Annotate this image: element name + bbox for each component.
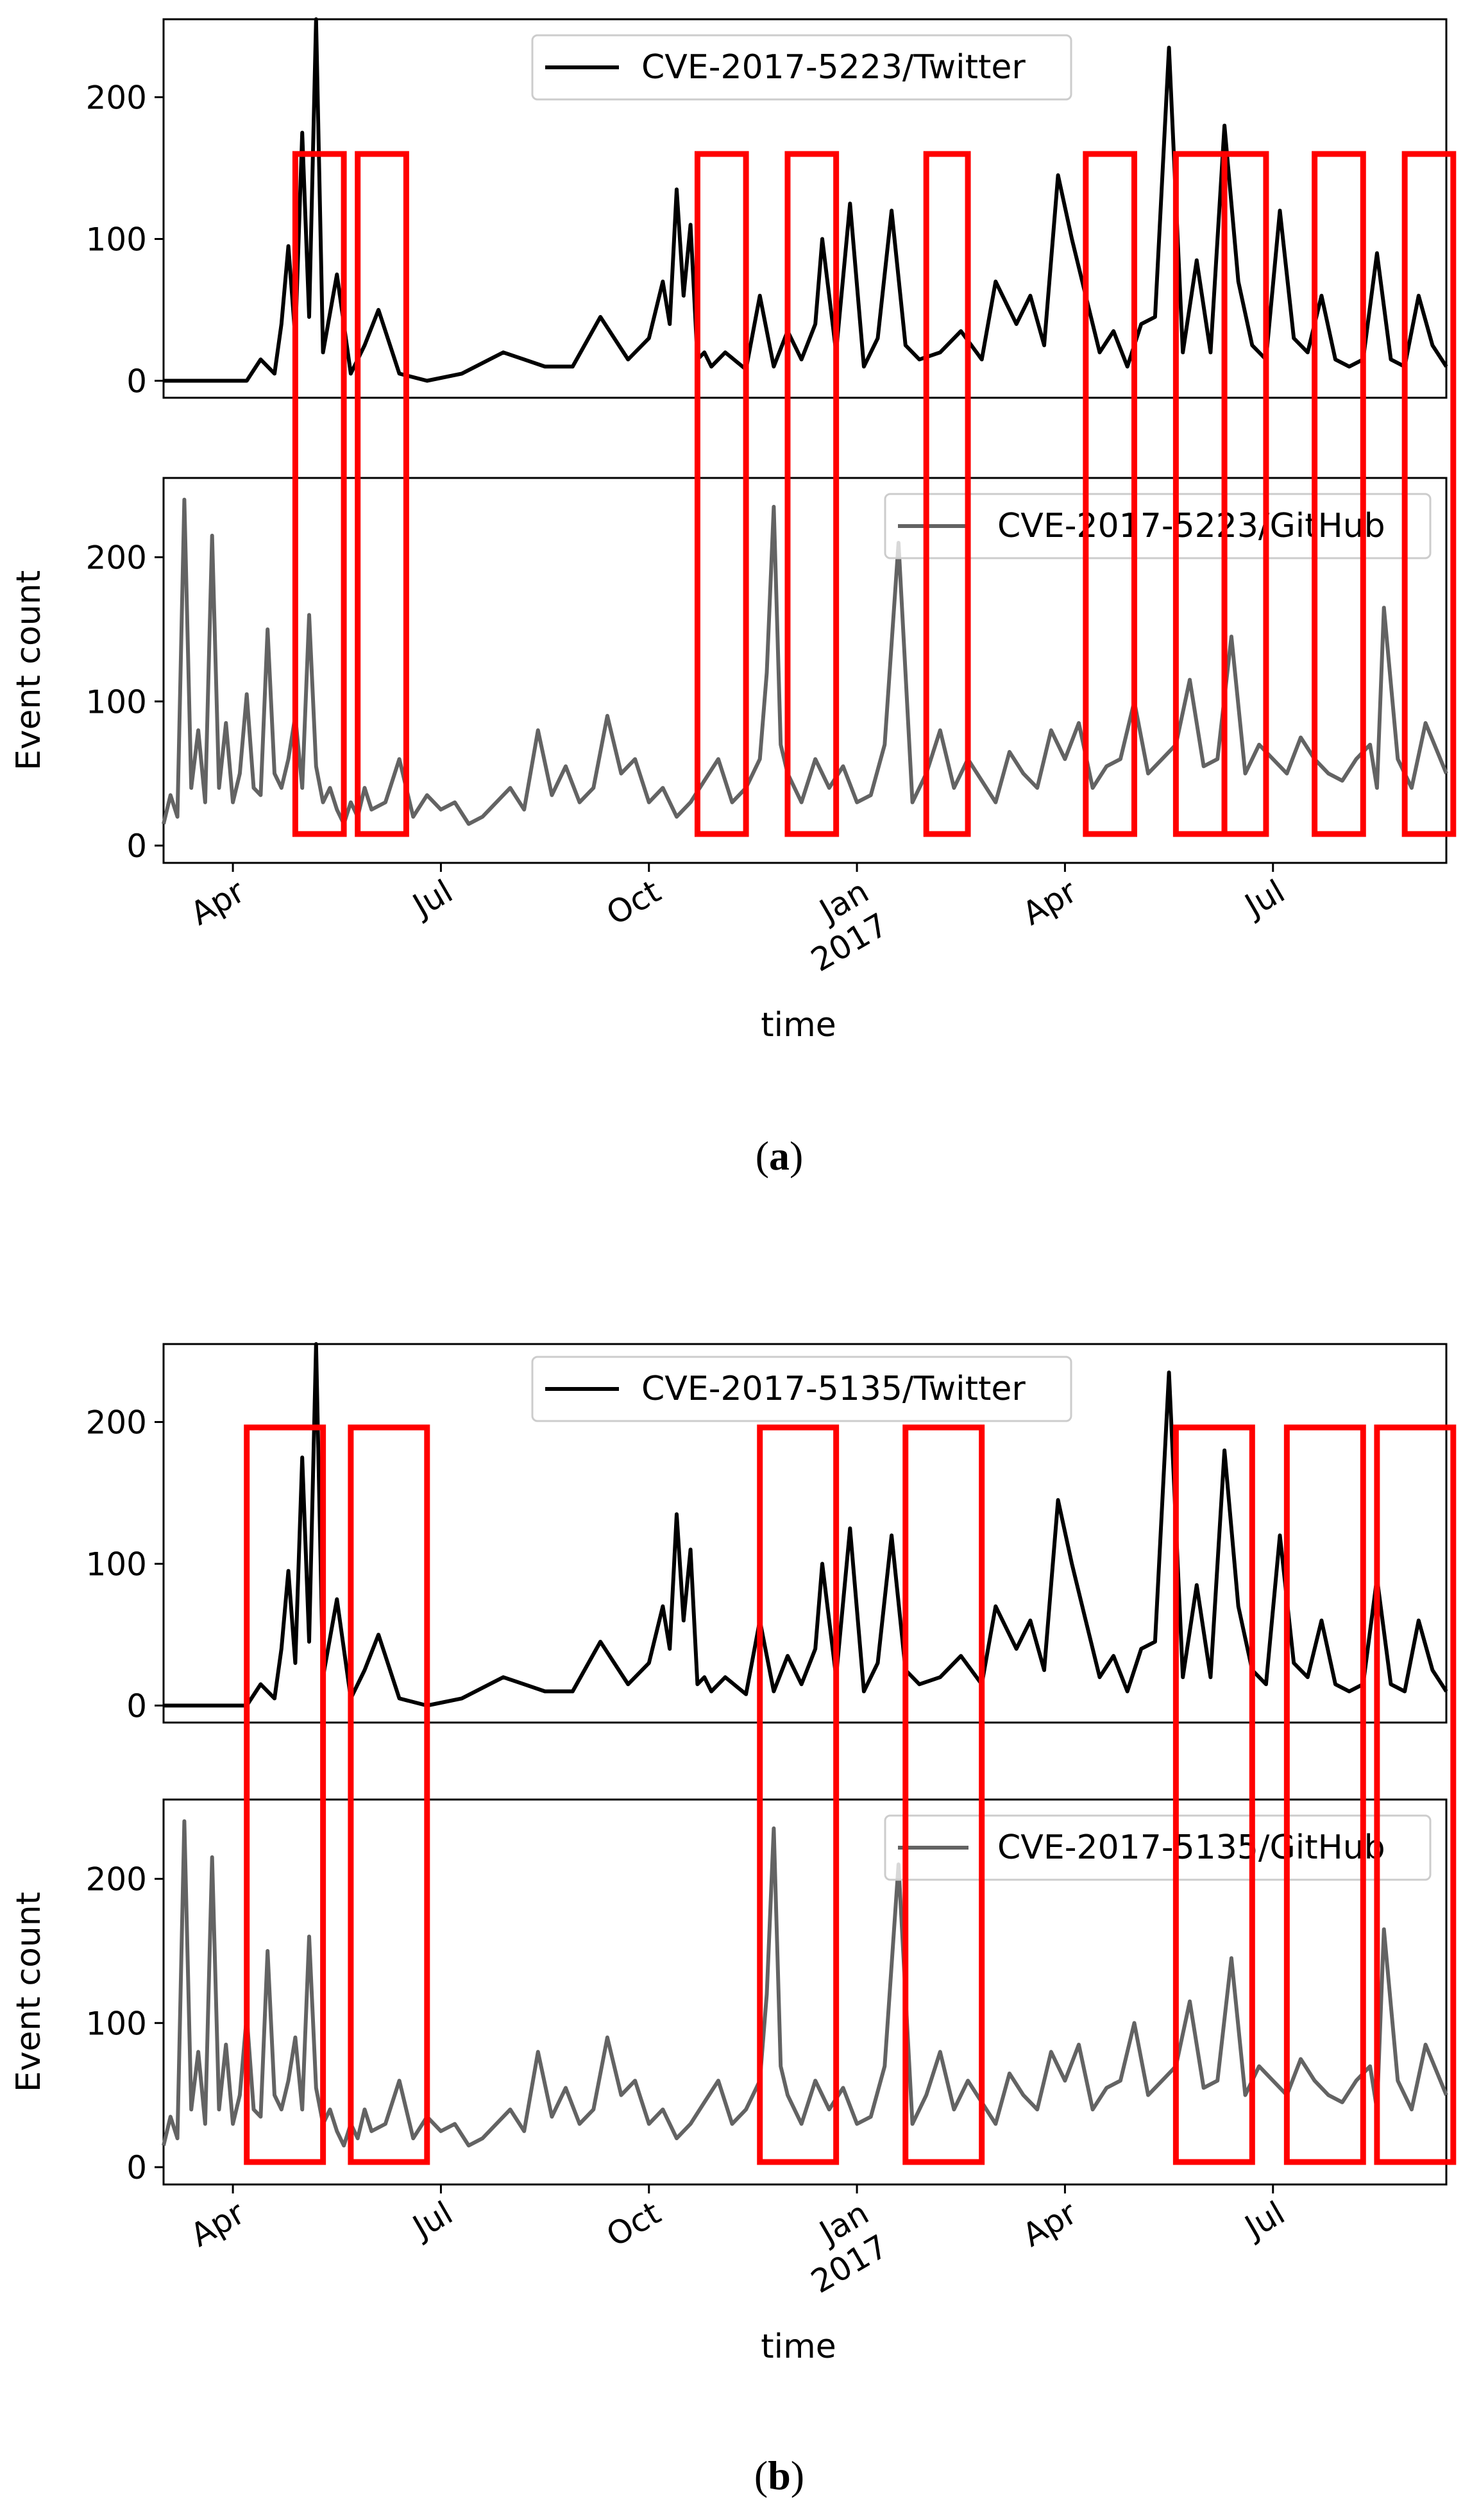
highlight-boxes	[292, 151, 1457, 837]
highlight-box	[348, 1424, 430, 2165]
panel-caption-letter: b	[768, 2453, 791, 2498]
twitter-legend: CVE-2017-5223/Twitter	[531, 34, 1072, 101]
highlight-box	[1172, 1424, 1255, 2165]
x-tick-label: Apr	[1016, 2194, 1083, 2254]
highlight-box	[292, 151, 347, 837]
github-plot-frame	[162, 477, 1448, 864]
highlight-boxes	[244, 1424, 1457, 2165]
github-y-ticks: 0 100 200	[86, 540, 164, 865]
x-tick-label: Apr	[184, 873, 251, 933]
github-series-line	[162, 1819, 1448, 2148]
x-tick-label: Oct	[600, 2194, 667, 2254]
github-legend: CVE-2017-5223/GitHub	[884, 493, 1432, 559]
twitter-plot-frame	[162, 18, 1448, 399]
github-legend: CVE-2017-5135/GitHub	[884, 1814, 1432, 1881]
y-tick-label: 100	[86, 683, 147, 720]
y-tick-label: 100	[86, 221, 147, 259]
x-tick-label: Jul	[405, 873, 459, 925]
github-y-ticks: 0 100 200	[86, 1861, 164, 2186]
highlight-box	[1312, 151, 1366, 837]
twitter-subplot: 0 100 200 CVE-2017-5135/Twitter	[86, 1342, 1448, 1724]
y-axis-label: Event count	[10, 1892, 48, 2092]
twitter-legend-box	[531, 34, 1072, 101]
twitter-legend-box	[531, 1356, 1072, 1422]
twitter-legend: CVE-2017-5135/Twitter	[531, 1356, 1072, 1422]
x-tick-label: Jul	[1237, 2194, 1291, 2247]
panel-caption: (b)	[754, 2453, 804, 2498]
panel-caption: (a)	[756, 1133, 804, 1179]
highlight-box	[902, 1424, 985, 2165]
y-axis-label: Event count	[10, 570, 48, 770]
highlight-box	[1401, 151, 1457, 837]
y-tick-label: 200	[86, 80, 147, 117]
x-tick-label: Apr	[1016, 873, 1083, 933]
highlight-box	[694, 151, 749, 837]
panel-b: 0 100 200 CVE-2017-5135/Twitter 0 100 200 CV…	[10, 1342, 1457, 2498]
y-tick-label: 100	[86, 1546, 147, 1583]
y-tick-label: 200	[86, 540, 147, 577]
twitter-series-line	[164, 1342, 1448, 1708]
twitter-y-ticks: 0 100 200	[86, 80, 164, 400]
x-tick-label: Jul	[1237, 873, 1291, 925]
github-series-line	[162, 497, 1448, 826]
github-plot-frame	[162, 1798, 1448, 2186]
github-legend-label: CVE-2017-5223/GitHub	[997, 507, 1385, 545]
x-tick-label: Oct	[600, 873, 667, 932]
highlight-box	[1083, 151, 1138, 837]
y-tick-label: 0	[126, 362, 147, 400]
twitter-plot-frame	[162, 1343, 1448, 1724]
highlight-box	[784, 151, 840, 837]
highlight-box	[1283, 1424, 1366, 2165]
twitter-subplot: 0 100 200 CVE-2017-5223/Twitter	[86, 17, 1448, 400]
github-legend-label: CVE-2017-5135/GitHub	[997, 1828, 1385, 1867]
y-tick-label: 0	[126, 1687, 147, 1724]
x-axis-label: time	[761, 1006, 836, 1044]
y-tick-label: 200	[86, 1404, 147, 1442]
highlight-box	[244, 1424, 326, 2165]
y-tick-label: 200	[86, 1861, 147, 1898]
y-tick-label: 0	[126, 828, 147, 865]
highlight-box	[355, 151, 409, 837]
highlight-box	[1221, 151, 1269, 837]
twitter-legend-label: CVE-2017-5135/Twitter	[641, 1370, 1026, 1408]
panel-a: 0 100 200 CVE-2017-5223/Twitter 0 100 200 CV…	[10, 17, 1457, 1179]
y-tick-label: 0	[126, 2149, 147, 2186]
github-legend-box	[884, 493, 1432, 559]
highlight-box	[923, 151, 971, 837]
twitter-legend-label: CVE-2017-5223/Twitter	[641, 48, 1026, 87]
highlight-box	[1374, 1424, 1457, 2165]
github-legend-box	[884, 1814, 1432, 1881]
y-tick-label: 100	[86, 2005, 147, 2042]
x-tick-label: Apr	[184, 2194, 251, 2254]
x-tick-label: Jul	[405, 2194, 459, 2247]
panel-caption-letter: a	[769, 1133, 790, 1179]
highlight-box	[757, 1424, 840, 2165]
twitter-y-ticks: 0 100 200	[86, 1404, 164, 1724]
x-axis-label: time	[761, 2328, 836, 2366]
